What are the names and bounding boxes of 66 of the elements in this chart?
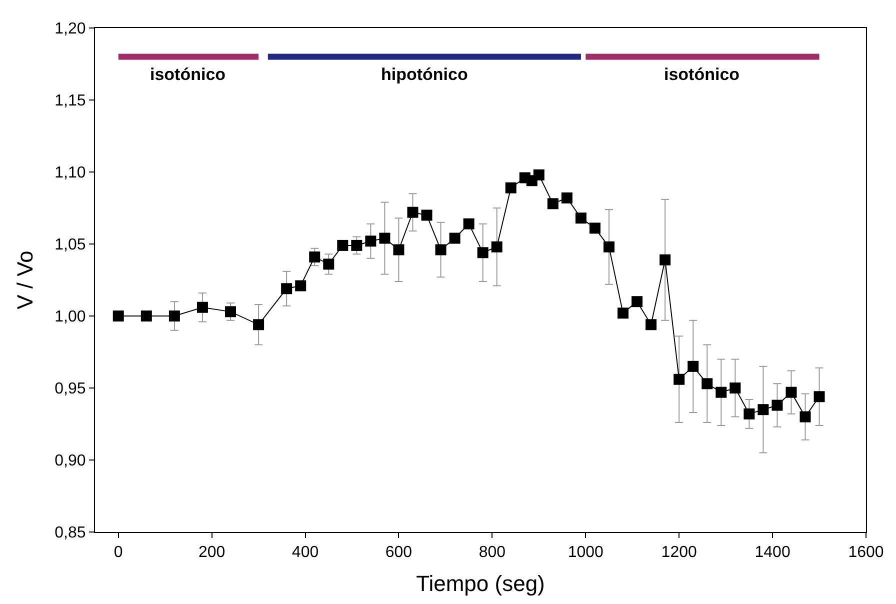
- x-axis-title: Tiempo (seg): [416, 571, 545, 596]
- series-label: hipotónico: [381, 65, 468, 84]
- x-tick-label: 1400: [754, 544, 790, 562]
- point: [196, 302, 208, 313]
- point: [365, 236, 376, 247]
- x-tick-label: 800: [478, 544, 506, 562]
- point: [505, 182, 516, 194]
- x-tick-label: 200: [198, 544, 226, 562]
- x-tick-label: 1200: [661, 544, 697, 562]
- point: [449, 232, 460, 244]
- point: [814, 391, 825, 402]
- point: [351, 240, 362, 251]
- point: [407, 206, 418, 218]
- point: [140, 310, 152, 322]
- point: [168, 310, 180, 322]
- point: [589, 222, 600, 234]
- x-tick-label: 1600: [848, 544, 884, 562]
- point: [281, 283, 292, 294]
- point: [421, 210, 432, 221]
- y-tick-label: 1,05: [54, 236, 86, 254]
- point: [533, 169, 544, 180]
- y-tick-label: 1,00: [54, 308, 86, 326]
- point: [674, 374, 685, 385]
- x-tick-label: 400: [292, 544, 319, 562]
- point: [337, 240, 348, 251]
- point: [253, 319, 264, 330]
- point: [800, 411, 811, 422]
- y-tick-label: 1,20: [54, 20, 86, 38]
- x-tick-label: 1000: [568, 544, 604, 562]
- point: [309, 251, 320, 262]
- point: [646, 319, 657, 330]
- point: [772, 400, 783, 411]
- point: [547, 198, 558, 210]
- point: [491, 241, 502, 252]
- point: [435, 244, 446, 256]
- series-label: isotónico: [150, 65, 226, 84]
- point: [393, 244, 404, 256]
- point: [112, 310, 124, 322]
- point: [716, 386, 727, 398]
- x-tick-label: 0: [114, 544, 123, 562]
- point: [730, 382, 741, 394]
- point: [618, 308, 629, 319]
- point: [225, 306, 236, 318]
- point: [379, 232, 390, 244]
- point: [561, 192, 572, 204]
- y-tick-label: 0,95: [54, 380, 86, 398]
- point: [463, 218, 474, 230]
- point: [758, 404, 769, 416]
- y-tick-label: 0,90: [54, 452, 86, 470]
- series-label: isotónico: [664, 65, 740, 84]
- point: [604, 241, 614, 252]
- point: [632, 296, 643, 308]
- point: [295, 280, 306, 292]
- point: [786, 386, 797, 398]
- point: [323, 258, 334, 270]
- point: [660, 254, 671, 266]
- y-tick-label: 1,10: [54, 164, 86, 182]
- point: [477, 247, 488, 258]
- point: [688, 360, 699, 372]
- point: [575, 212, 586, 224]
- y-axis-title: V / Vo: [12, 250, 38, 310]
- point: [702, 378, 713, 390]
- point: [744, 408, 755, 420]
- y-tick-label: 0,85: [54, 524, 86, 542]
- y-tick-label: 1,15: [54, 92, 86, 110]
- x-tick-label: 600: [385, 544, 412, 562]
